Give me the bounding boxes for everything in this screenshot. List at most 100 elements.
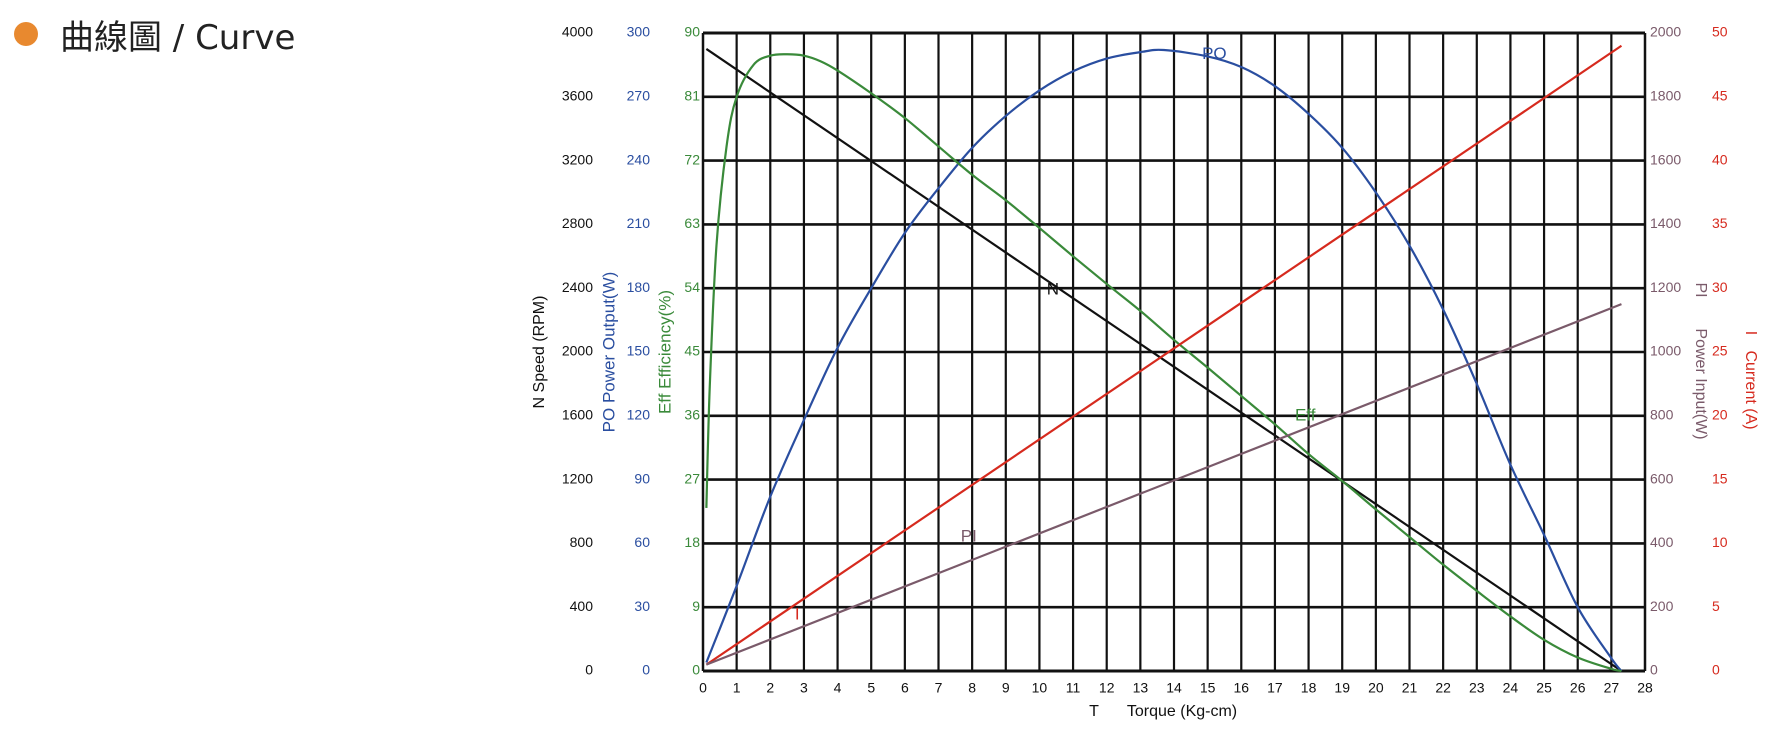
- y-tick-label-n: 4000: [562, 24, 593, 40]
- y-tick-label-po: 180: [627, 279, 651, 295]
- y-tick-label-n: 0: [585, 662, 593, 678]
- x-tick-label: 20: [1368, 680, 1384, 696]
- x-tick-label: 7: [935, 680, 943, 696]
- y-tick-label-pi: 2000: [1650, 24, 1681, 40]
- y-tick-label-pi: 1000: [1650, 343, 1681, 359]
- y-tick-label-n: 2000: [562, 343, 593, 359]
- y-tick-label-pi: 1600: [1650, 151, 1681, 167]
- y-axis-title-po: PO Power Output(W): [599, 272, 618, 433]
- x-tick-label: 13: [1133, 680, 1149, 696]
- x-axis-symbol: T: [1089, 703, 1099, 720]
- series-line-po: [705, 48, 1623, 672]
- curve-label-n: N: [1047, 279, 1059, 298]
- y-tick-label-i: 30: [1712, 279, 1728, 295]
- y-tick-label-i: 10: [1712, 534, 1728, 550]
- y-tick-label-po: 60: [634, 534, 650, 550]
- x-tick-label: 5: [867, 680, 875, 696]
- y-tick-label-i: 50: [1712, 24, 1728, 40]
- y-tick-label-po: 0: [642, 662, 650, 678]
- x-tick-label: 23: [1469, 680, 1485, 696]
- y-tick-label-po: 30: [634, 598, 650, 614]
- curve-label-eff: Eff: [1295, 405, 1316, 424]
- y-tick-label-pi: 0: [1650, 662, 1658, 678]
- y-tick-label-pi: 600: [1650, 470, 1674, 486]
- y-tick-label-i: 40: [1712, 151, 1728, 167]
- y-tick-label-i: 0: [1712, 662, 1720, 678]
- y-tick-label-po: 90: [634, 470, 650, 486]
- y-tick-label-eff: 54: [684, 279, 700, 295]
- y-tick-label-po: 240: [627, 151, 651, 167]
- x-tick-label: 12: [1099, 680, 1115, 696]
- y-axis-title-n: N Speed (RPM): [531, 296, 548, 409]
- y-tick-label-n: 1600: [562, 407, 593, 423]
- y-tick-label-eff: 27: [684, 470, 700, 486]
- x-tick-label: 24: [1503, 680, 1519, 696]
- page-title: 曲線圖 / Curve: [60, 17, 296, 58]
- y-axis-title-i: Current (A): [1742, 350, 1759, 429]
- page-header: 曲線圖 / Curve: [14, 12, 296, 58]
- y-tick-label-n: 2400: [562, 279, 593, 295]
- series-line-i: [705, 44, 1623, 666]
- x-tick-label: 28: [1637, 680, 1653, 696]
- y-tick-label-pi: 200: [1650, 598, 1674, 614]
- chart-grid: [701, 31, 1647, 673]
- x-tick-label: 19: [1334, 680, 1350, 696]
- x-tick-label: 1: [733, 680, 741, 696]
- x-tick-label: 18: [1301, 680, 1317, 696]
- x-tick-label: 22: [1435, 680, 1451, 696]
- x-tick-label: 9: [1002, 680, 1010, 696]
- series-line-pi: [705, 303, 1622, 666]
- y-tick-label-eff: 18: [684, 534, 700, 550]
- y-tick-label-pi: 400: [1650, 534, 1674, 550]
- y-tick-label-i: 45: [1712, 88, 1728, 104]
- x-tick-label: 26: [1570, 680, 1586, 696]
- y-axis-symbol-pi: PI: [1692, 282, 1709, 297]
- y-tick-label-i: 5: [1712, 598, 1720, 614]
- x-tick-label: 21: [1402, 680, 1418, 696]
- x-axis-title: Torque (Kg-cm): [1127, 703, 1237, 720]
- x-tick-label: 0: [699, 680, 707, 696]
- x-tick-label: 15: [1200, 680, 1216, 696]
- y-tick-label-eff: 0: [692, 662, 700, 678]
- y-tick-label-pi: 1200: [1650, 279, 1681, 295]
- x-tick-label: 17: [1267, 680, 1283, 696]
- y-tick-label-eff: 72: [684, 151, 700, 167]
- y-axis-title-pi: Power Input(W): [1692, 328, 1709, 439]
- y-tick-label-n: 2800: [562, 215, 593, 231]
- x-tick-label: 4: [834, 680, 842, 696]
- y-tick-label-n: 1200: [562, 470, 593, 486]
- y-tick-label-pi: 800: [1650, 407, 1674, 423]
- curve-label-pi: PI: [961, 527, 977, 546]
- y-tick-label-po: 120: [627, 407, 651, 423]
- y-tick-label-i: 35: [1712, 215, 1728, 231]
- x-tick-label: 16: [1233, 680, 1249, 696]
- y-axis-title-eff: Eff Efficiency(%): [655, 290, 674, 414]
- x-tick-label: 27: [1604, 680, 1620, 696]
- bullet-dot-icon: [14, 22, 38, 46]
- series-line-eff: [705, 53, 1622, 673]
- y-tick-label-n: 3600: [562, 88, 593, 104]
- y-tick-label-pi: 1400: [1650, 215, 1681, 231]
- x-tick-label: 8: [968, 680, 976, 696]
- y-tick-label-n: 3200: [562, 151, 593, 167]
- y-tick-label-eff: 90: [684, 24, 700, 40]
- y-tick-label-eff: 63: [684, 215, 700, 231]
- y-tick-label-po: 210: [627, 215, 651, 231]
- y-tick-label-i: 15: [1712, 470, 1728, 486]
- curve-label-i: I: [795, 604, 800, 623]
- y-tick-label-po: 150: [627, 343, 651, 359]
- y-tick-label-i: 25: [1712, 343, 1728, 359]
- y-tick-label-eff: 9: [692, 598, 700, 614]
- x-tick-label: 11: [1066, 680, 1081, 696]
- series-line-n: [705, 48, 1623, 672]
- y-tick-label-eff: 36: [684, 407, 700, 423]
- y-tick-label-pi: 1800: [1650, 88, 1681, 104]
- y-tick-label-i: 20: [1712, 407, 1728, 423]
- x-tick-label: 10: [1032, 680, 1048, 696]
- x-tick-label: 3: [800, 680, 808, 696]
- y-tick-label-eff: 45: [684, 343, 700, 359]
- y-tick-label-po: 300: [627, 24, 651, 40]
- x-tick-label: 14: [1166, 680, 1182, 696]
- y-tick-label-eff: 81: [684, 88, 700, 104]
